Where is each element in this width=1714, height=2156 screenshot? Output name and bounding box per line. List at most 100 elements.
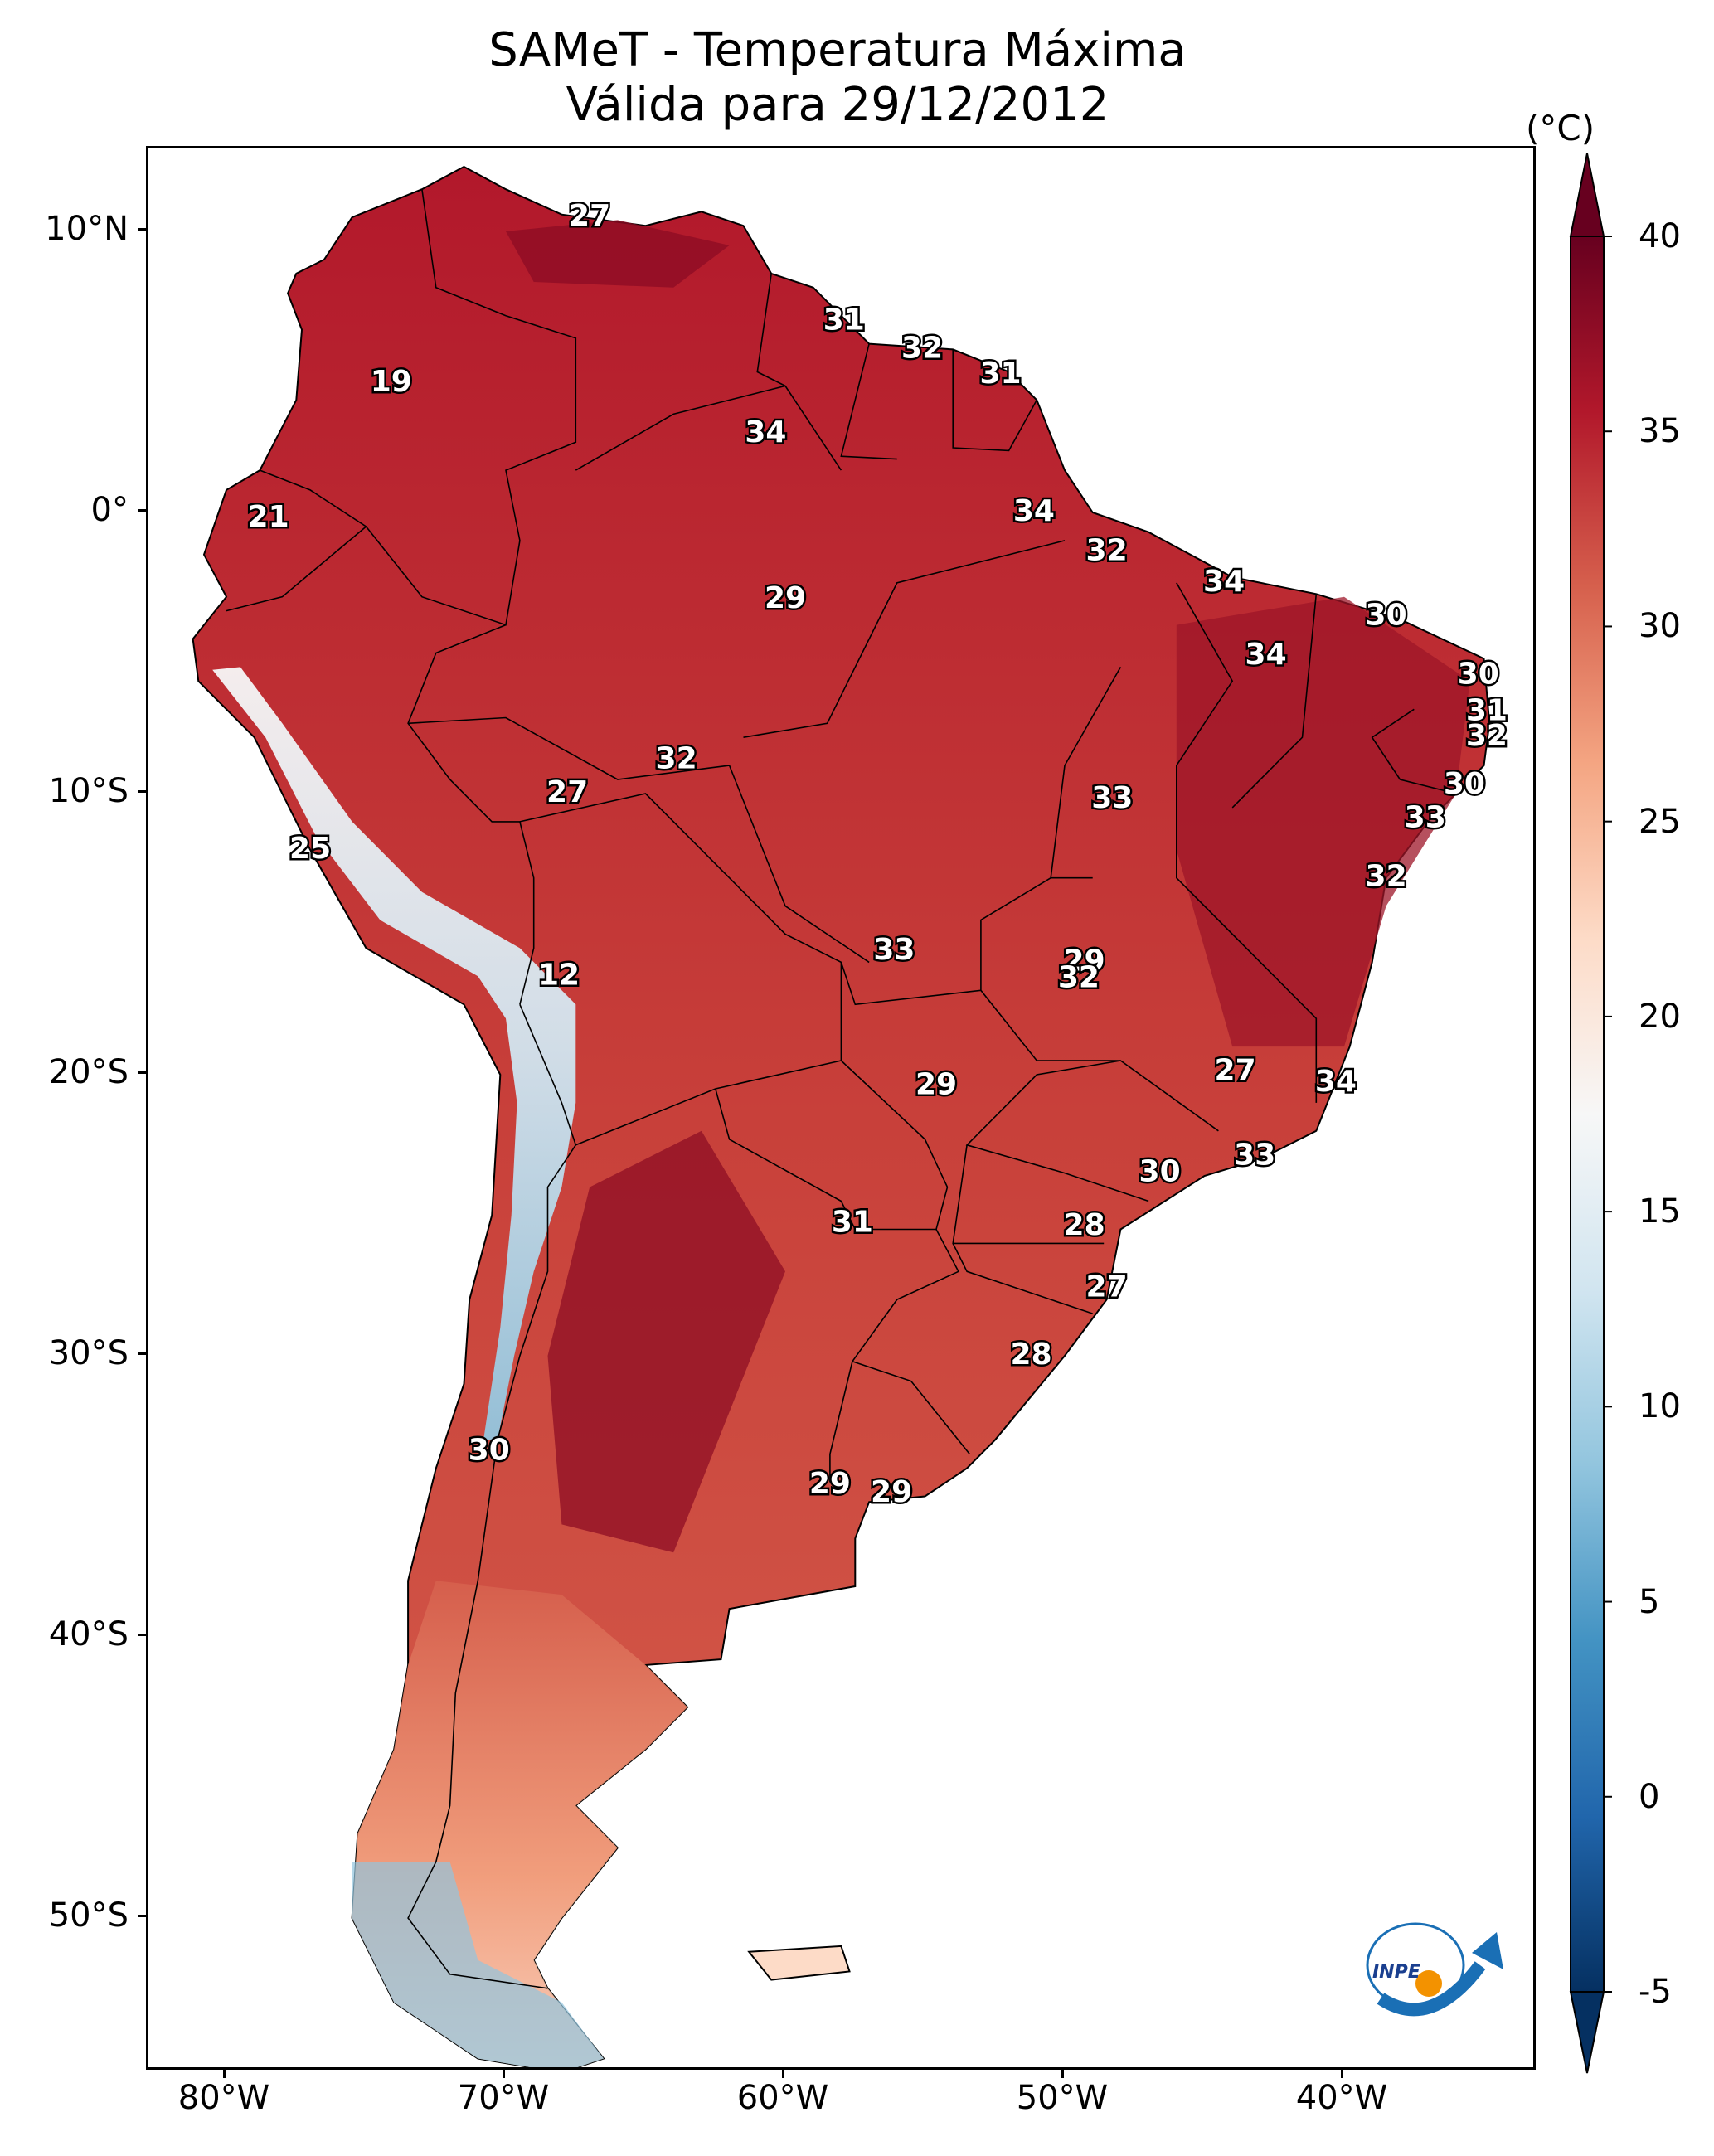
colorbar-tick-label: 10 [1639, 1387, 1681, 1426]
colorbar-tick-label: -5 [1639, 1973, 1672, 2011]
city-value-label: 27 [569, 199, 610, 233]
border-line [407, 1003, 577, 1989]
logo-text: INPE [1372, 1962, 1420, 1983]
colorbar-tick-label: 0 [1639, 1777, 1660, 1816]
border-line [743, 540, 1066, 738]
border-line [1050, 667, 1122, 879]
border-line [226, 526, 367, 612]
border-line [260, 189, 577, 626]
longitude-tick [502, 2068, 505, 2078]
latitude-label: 40°S [48, 1615, 129, 1653]
city-value-label: 32 [656, 741, 697, 775]
latitude-tick [138, 1914, 148, 1917]
title-line-2: Válida para 29/12/2012 [566, 78, 1109, 132]
colorbar-unit: (°C) [1526, 108, 1595, 148]
city-value-label: 34 [1013, 494, 1055, 528]
patagonia-cold-region [352, 1862, 604, 2067]
city-value-label: 30 [1139, 1155, 1181, 1189]
map-title: SAMeT - Temperatura Máxima Válida para 2… [141, 23, 1534, 133]
latitude-tick [138, 1071, 148, 1074]
border-line [728, 765, 870, 964]
border-line [1176, 582, 1234, 935]
city-value-label: 29 [871, 1475, 912, 1509]
longitude-tick [1061, 2068, 1064, 2078]
falkland-islands [747, 1945, 851, 1981]
city-value-label: 32 [1086, 534, 1128, 568]
colorbar-max-arrow [1569, 153, 1605, 237]
border-line [952, 1243, 1093, 1314]
border-line [952, 349, 1038, 452]
hot-region-argentina [547, 1130, 785, 1553]
city-value-label: 34 [1203, 565, 1245, 599]
map-panel: 27 31 32 31 19 34 21 34 32 34 29 30 34 30 31 32 32 30 27 33… [146, 146, 1536, 2070]
colorbar-tick-label: 20 [1639, 997, 1681, 1036]
inpe-logo: INPE [1366, 1922, 1503, 2017]
city-value-label: 28 [1064, 1208, 1105, 1242]
latitude-label: 30°S [48, 1334, 129, 1372]
colorbar-bar [1570, 236, 1605, 1993]
city-value-label: 29 [809, 1467, 851, 1501]
colorbar-tick-label: 15 [1639, 1192, 1681, 1231]
longitude-label: 80°W [177, 2079, 270, 2117]
border-line [519, 793, 842, 1146]
continent-shapes [192, 165, 1491, 2067]
border-line [829, 1229, 960, 1483]
latitude-label: 50°S [48, 1896, 129, 1935]
city-value-label: 32 [1366, 860, 1407, 894]
latitude-label: 0° [90, 491, 129, 529]
city-value-label: 33 [1234, 1138, 1275, 1172]
colorbar-tick-label: 25 [1639, 802, 1681, 841]
latitude-tick [138, 1633, 148, 1636]
border-line [756, 273, 842, 471]
colorbar-min-arrow [1569, 1991, 1605, 2074]
city-value-label: 31 [1466, 694, 1508, 728]
latitude-tick [138, 1352, 148, 1355]
longitude-tick [1340, 2068, 1343, 2078]
latitude-label: 10°N [45, 210, 129, 248]
border-line [715, 1088, 936, 1231]
border-line [1231, 594, 1318, 808]
longitude-label: 50°W [1016, 2079, 1109, 2117]
border-line [407, 624, 535, 1005]
city-value-label: 31 [979, 357, 1021, 391]
city-value-label: 34 [1315, 1065, 1357, 1099]
city-value-label: 12 [538, 958, 580, 992]
colorbar-gradient [1569, 153, 1612, 2074]
colorbar-tick-label: 35 [1639, 412, 1681, 451]
latitude-tick [138, 789, 148, 793]
city-value-label: 28 [1011, 1338, 1052, 1372]
city-value-label: 34 [745, 415, 786, 449]
latitude-label: 20°S [48, 1053, 129, 1091]
city-value-label: 31 [823, 303, 865, 337]
longitude-tick [781, 2068, 784, 2078]
city-value-label: 27 [1086, 1270, 1128, 1304]
city-value-label: 30 [1366, 598, 1407, 632]
border-line [408, 716, 730, 780]
city-value-label: 27 [1215, 1054, 1256, 1088]
hot-region-northeast [1176, 596, 1470, 1047]
city-value-label: 34 [1245, 638, 1287, 672]
latitude-tick [138, 227, 148, 231]
colorbar-tick-label: 40 [1639, 217, 1681, 255]
city-value-label: 29 [1064, 944, 1105, 978]
border-line [852, 1361, 971, 1455]
latitude-tick [138, 508, 148, 512]
border-line [840, 343, 897, 460]
border-line [1231, 933, 1318, 1103]
colorbar-tick-label: 5 [1639, 1582, 1660, 1621]
border-line [980, 877, 1219, 1132]
longitude-label: 60°W [736, 2079, 829, 2117]
city-value-label: 33 [1405, 801, 1446, 835]
city-value-label: 32 [1058, 961, 1100, 995]
border-line [840, 1060, 949, 1230]
longitude-tick [222, 2068, 226, 2078]
latitude-label: 10°S [48, 772, 129, 810]
city-value-label: 31 [832, 1206, 873, 1240]
city-value-label: 27 [546, 775, 588, 809]
hot-region-venezuela [506, 220, 730, 288]
city-value-label: 19 [371, 365, 412, 399]
city-value-label: 21 [248, 500, 289, 534]
border-line [575, 385, 786, 471]
